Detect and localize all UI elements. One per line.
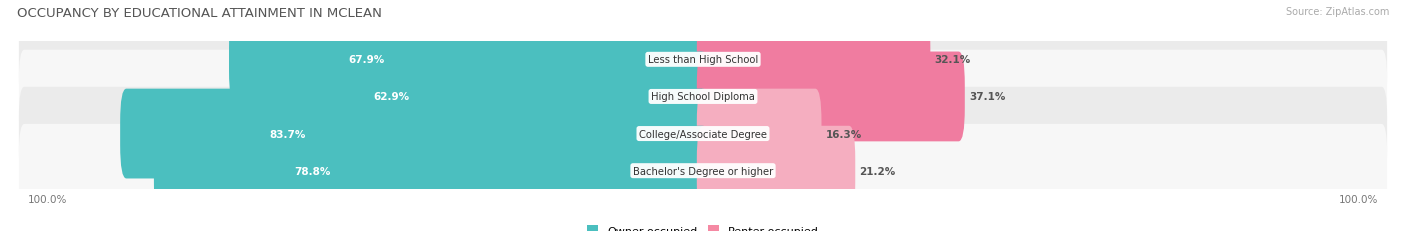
Text: 83.7%: 83.7% [270,129,307,139]
Text: College/Associate Degree: College/Associate Degree [638,129,768,139]
Text: 67.9%: 67.9% [349,55,384,65]
FancyBboxPatch shape [229,15,709,105]
Text: 21.2%: 21.2% [859,166,896,176]
FancyBboxPatch shape [18,13,1388,107]
Text: 32.1%: 32.1% [935,55,970,65]
Text: Bachelor's Degree or higher: Bachelor's Degree or higher [633,166,773,176]
FancyBboxPatch shape [697,89,821,179]
FancyBboxPatch shape [153,126,709,216]
Text: OCCUPANCY BY EDUCATIONAL ATTAINMENT IN MCLEAN: OCCUPANCY BY EDUCATIONAL ATTAINMENT IN M… [17,7,382,20]
FancyBboxPatch shape [18,124,1388,218]
FancyBboxPatch shape [697,52,965,142]
Text: Source: ZipAtlas.com: Source: ZipAtlas.com [1285,7,1389,17]
Text: 37.1%: 37.1% [969,92,1005,102]
Text: Less than High School: Less than High School [648,55,758,65]
FancyBboxPatch shape [263,52,709,142]
Text: 78.8%: 78.8% [294,166,330,176]
FancyBboxPatch shape [697,15,931,105]
FancyBboxPatch shape [697,126,855,216]
Text: 100.0%: 100.0% [1339,194,1378,204]
FancyBboxPatch shape [120,89,709,179]
Text: 62.9%: 62.9% [373,92,409,102]
Text: 16.3%: 16.3% [825,129,862,139]
Text: 100.0%: 100.0% [28,194,67,204]
FancyBboxPatch shape [18,87,1388,181]
Text: High School Diploma: High School Diploma [651,92,755,102]
Legend: Owner-occupied, Renter-occupied: Owner-occupied, Renter-occupied [582,221,824,231]
FancyBboxPatch shape [18,50,1388,144]
